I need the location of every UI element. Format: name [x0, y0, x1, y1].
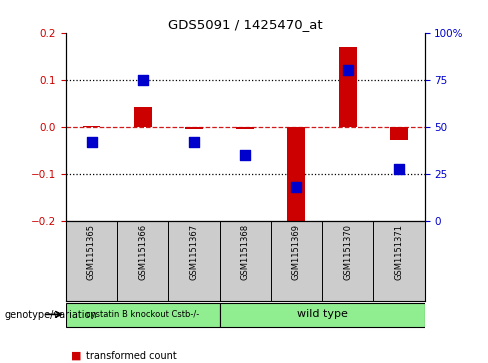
Text: GSM1151365: GSM1151365	[87, 224, 96, 280]
Point	[88, 139, 96, 145]
Point	[139, 77, 147, 83]
Bar	[287, 127, 305, 224]
Text: GSM1151371: GSM1151371	[394, 224, 404, 280]
Bar	[82, 126, 101, 127]
Text: GSM1151370: GSM1151370	[343, 224, 352, 280]
Text: ■: ■	[71, 351, 81, 361]
Text: GSM1151369: GSM1151369	[292, 224, 301, 280]
Text: GSM1151367: GSM1151367	[189, 224, 199, 280]
Text: GSM1151366: GSM1151366	[138, 224, 147, 280]
Point	[190, 139, 198, 145]
Bar	[134, 107, 152, 127]
Point	[395, 166, 403, 171]
Bar	[236, 127, 254, 130]
Bar	[339, 47, 357, 127]
Text: wild type: wild type	[297, 309, 347, 319]
Point	[293, 184, 301, 190]
Text: cystatin B knockout Cstb-/-: cystatin B knockout Cstb-/-	[86, 310, 200, 319]
Bar	[220, 303, 425, 327]
Bar	[66, 303, 220, 327]
Text: transformed count: transformed count	[86, 351, 177, 361]
Bar	[185, 127, 203, 130]
Text: GSM1151368: GSM1151368	[241, 224, 250, 280]
Point	[344, 68, 352, 73]
Title: GDS5091 / 1425470_at: GDS5091 / 1425470_at	[168, 19, 323, 32]
Bar	[390, 127, 408, 140]
Point	[242, 152, 249, 158]
Text: genotype/variation: genotype/variation	[5, 310, 98, 320]
